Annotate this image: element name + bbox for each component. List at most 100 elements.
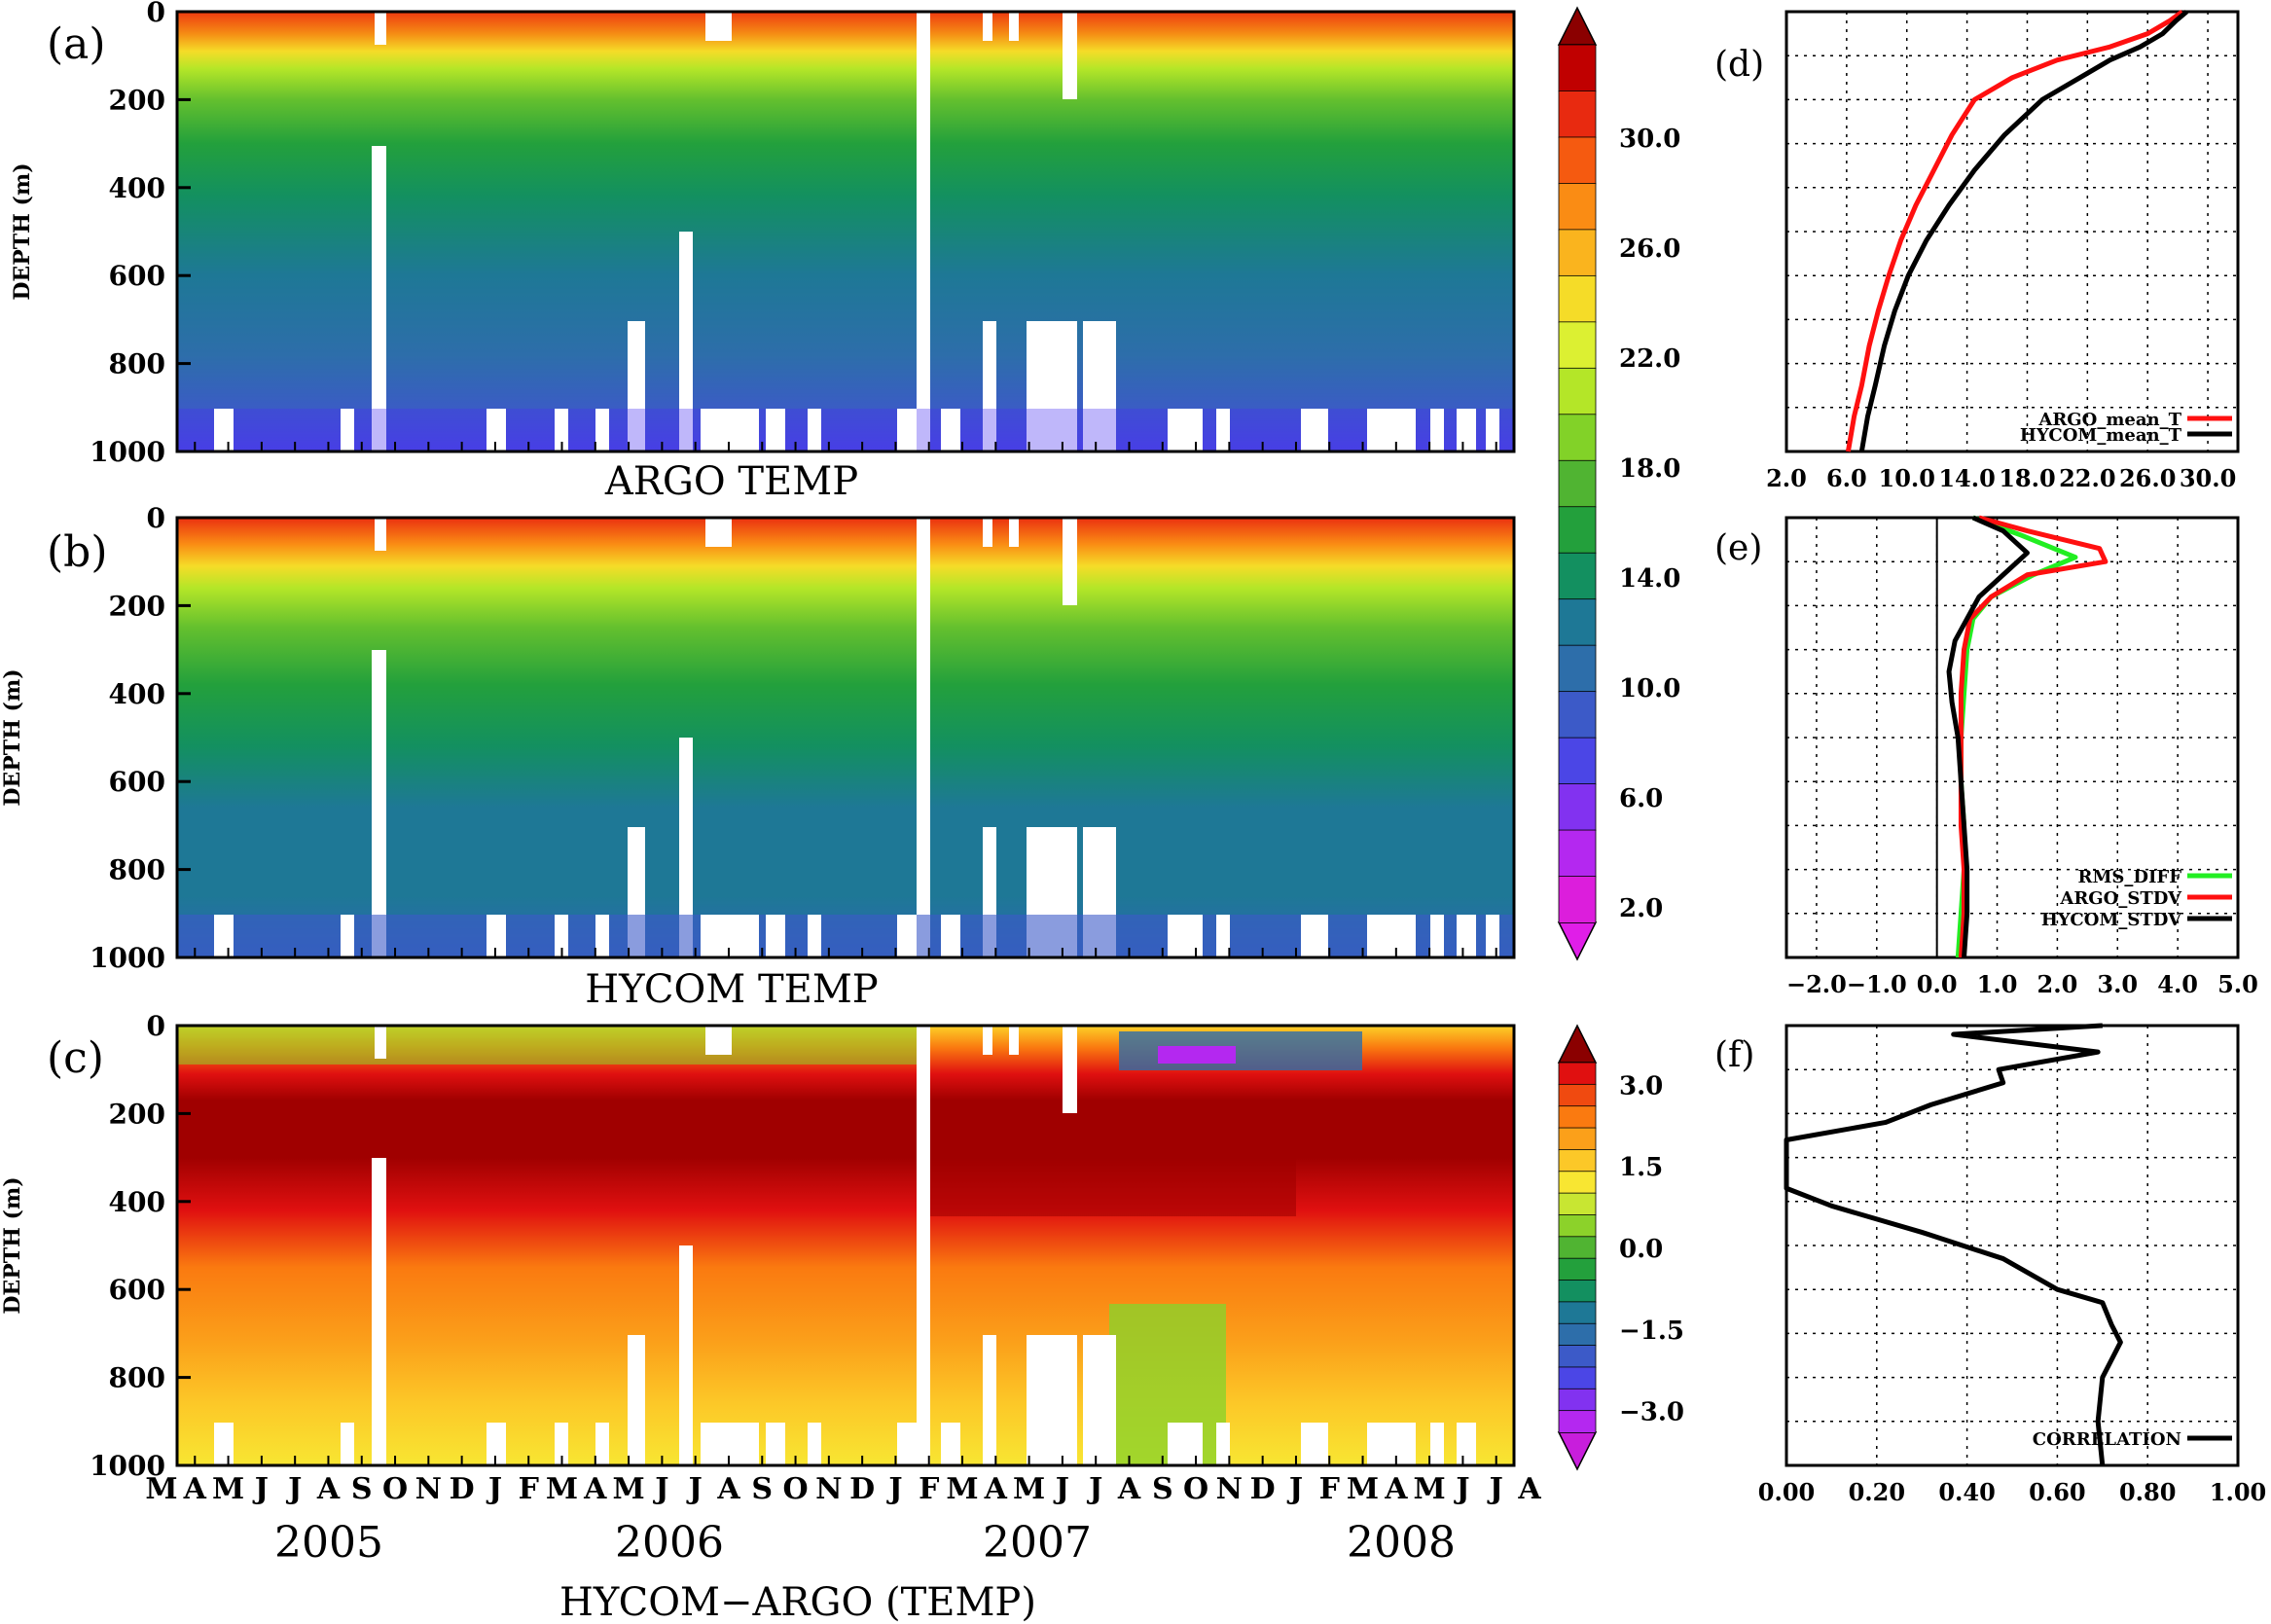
x-tick-label: 1.00 bbox=[2210, 1478, 2266, 1506]
panel-a-label: (a) bbox=[47, 19, 106, 69]
colorbar-swatch bbox=[1558, 229, 1597, 277]
colorbar-swatch bbox=[1558, 321, 1597, 370]
colorbar-swatch bbox=[1558, 1192, 1597, 1216]
panel-b-label: (b) bbox=[47, 527, 108, 577]
x-tick-label: 0.20 bbox=[1849, 1478, 1905, 1506]
month-tick-label: F bbox=[519, 1472, 539, 1506]
month-tick-label: J bbox=[1086, 1472, 1102, 1506]
series-line-argo_stdv bbox=[1958, 515, 2109, 958]
colorbar-swatch bbox=[1558, 1388, 1597, 1412]
month-tick-label: M bbox=[1013, 1472, 1045, 1506]
month-tick-label: J bbox=[285, 1472, 302, 1506]
year-label: 2005 bbox=[274, 1518, 383, 1568]
series-line-hycom_stdv bbox=[1946, 515, 2030, 958]
colorbar-tick-label: 0.0 bbox=[1619, 1235, 1663, 1264]
month-tick-label: J bbox=[1487, 1472, 1503, 1506]
colorbar-swatch bbox=[1558, 1083, 1597, 1107]
x-tick-label: −1.0 bbox=[1847, 970, 1907, 998]
colorbar-temperature: 30.0 26.0 22.0 18.0 14.0 10.0 6.0 2.0 bbox=[1557, 6, 1680, 961]
colorbar-swatch bbox=[1558, 829, 1597, 878]
colorbar-swatch bbox=[1558, 598, 1597, 647]
colorbar-swatch bbox=[1558, 1280, 1597, 1303]
series-line-correlation bbox=[1784, 1023, 2123, 1466]
legend-entry: ARGO_mean_T bbox=[2037, 410, 2181, 430]
month-tick-label: M bbox=[1414, 1472, 1446, 1506]
month-tick-label: D bbox=[849, 1472, 875, 1506]
month-tick-label: J bbox=[252, 1472, 269, 1506]
colorbar-swatch bbox=[1558, 90, 1597, 138]
panel-c-depth-label: DEPTH (m) bbox=[0, 1176, 25, 1314]
year-label: 2006 bbox=[615, 1518, 724, 1568]
colorbar-swatch bbox=[1558, 783, 1597, 831]
depth-tick-label: 0 bbox=[147, 502, 165, 534]
x-tick-label: −2.0 bbox=[1786, 970, 1847, 998]
colorbar-tick-label: 14.0 bbox=[1619, 564, 1680, 594]
panel-a-gaps bbox=[177, 12, 1514, 451]
x-tick-label: 3.0 bbox=[2097, 970, 2138, 998]
panel-a-title: ARGO TEMP bbox=[604, 459, 858, 504]
depth-tick-label: 800 bbox=[109, 1362, 165, 1394]
x-tick-label: 2.0 bbox=[2037, 970, 2078, 998]
month-tick-label: J bbox=[1286, 1472, 1303, 1506]
panel-a-depth-ticks: 0 200 400 600 800 1000 bbox=[90, 0, 191, 468]
month-tick-label: A bbox=[583, 1472, 607, 1506]
x-tick-label: 0.60 bbox=[2029, 1478, 2085, 1506]
x-tick-label: 6.0 bbox=[1826, 464, 1867, 492]
colorbar-top-arrow bbox=[1557, 1024, 1598, 1064]
month-tick-label: A bbox=[984, 1472, 1008, 1506]
panel-b-title: HYCOM TEMP bbox=[585, 967, 878, 1012]
depth-tick-label: 0 bbox=[147, 0, 165, 28]
month-tick-label: S bbox=[351, 1472, 373, 1506]
month-tick-label: A bbox=[1517, 1472, 1541, 1506]
colorbar-swatch bbox=[1558, 1214, 1597, 1238]
panel-c-gaps bbox=[214, 1026, 1476, 1465]
colorbar-tick-label: 2.0 bbox=[1619, 894, 1663, 923]
x-tick-label: 18.0 bbox=[1999, 464, 2055, 492]
month-tick-label: N bbox=[1216, 1472, 1243, 1506]
colorbar-swatch bbox=[1558, 876, 1597, 923]
colorbar-swatch bbox=[1558, 367, 1597, 415]
depth-tick-label: 1000 bbox=[90, 436, 165, 468]
colorbar-bottom-arrow bbox=[1557, 1431, 1598, 1471]
depth-tick-label: 400 bbox=[109, 172, 165, 204]
depth-tick-label: 600 bbox=[109, 260, 165, 292]
panel-a-field bbox=[177, 12, 1514, 451]
colorbar-swatch bbox=[1558, 1366, 1597, 1390]
legend-entry: HYCOM_mean_T bbox=[2020, 425, 2182, 446]
colorbar-swatch bbox=[1558, 136, 1597, 185]
colorbar-tick-label: 26.0 bbox=[1619, 235, 1680, 264]
colorbar-swatch bbox=[1558, 183, 1597, 231]
x-tick-label: 4.0 bbox=[2157, 970, 2198, 998]
month-tick-label: M bbox=[612, 1472, 644, 1506]
colorbar-swatch bbox=[1558, 1257, 1597, 1281]
profile-frame bbox=[1784, 10, 2240, 453]
colorbar-swatch bbox=[1558, 691, 1597, 740]
panel-b-frame bbox=[175, 516, 1516, 959]
depth-tick-label: 200 bbox=[109, 590, 165, 622]
month-tick-label: A bbox=[1117, 1472, 1141, 1506]
x-tick-label: 10.0 bbox=[1879, 464, 1935, 492]
colorbar-swatch bbox=[1558, 1149, 1597, 1173]
profile-panel-f: 0.00 0.20 0.40 0.60 0.80 1.00 CORRELATION bbox=[1758, 1023, 2266, 1506]
month-tick-label: J bbox=[486, 1472, 502, 1506]
x-tick-label: 22.0 bbox=[2059, 464, 2115, 492]
year-labels: 2005 2006 2007 2008 bbox=[274, 1518, 1456, 1568]
month-tick-label: S bbox=[1152, 1472, 1173, 1506]
colorbar-tick-label: 3.0 bbox=[1619, 1071, 1663, 1101]
depth-tick-label: 200 bbox=[109, 1098, 165, 1130]
month-tick-label: M bbox=[546, 1472, 578, 1506]
colorbar-tick-label: 6.0 bbox=[1619, 784, 1663, 813]
depth-tick-label: 1000 bbox=[90, 942, 165, 974]
month-tick-label: J bbox=[1053, 1472, 1069, 1506]
colorbar-swatch bbox=[1558, 44, 1597, 92]
month-tick-label: O bbox=[382, 1472, 408, 1506]
depth-tick-label: 600 bbox=[109, 766, 165, 798]
colorbar-difference: 3.0 1.5 0.0 −1.5 −3.0 bbox=[1557, 1024, 1684, 1471]
colorbar-swatch bbox=[1558, 1322, 1597, 1347]
colorbar-swatch bbox=[1558, 552, 1597, 600]
panel-a-depth-label: DEPTH (m) bbox=[10, 162, 35, 300]
depth-tick-label: 400 bbox=[109, 678, 165, 710]
colorbar-swatch bbox=[1558, 1171, 1597, 1195]
panel-a-frame bbox=[175, 10, 1516, 453]
